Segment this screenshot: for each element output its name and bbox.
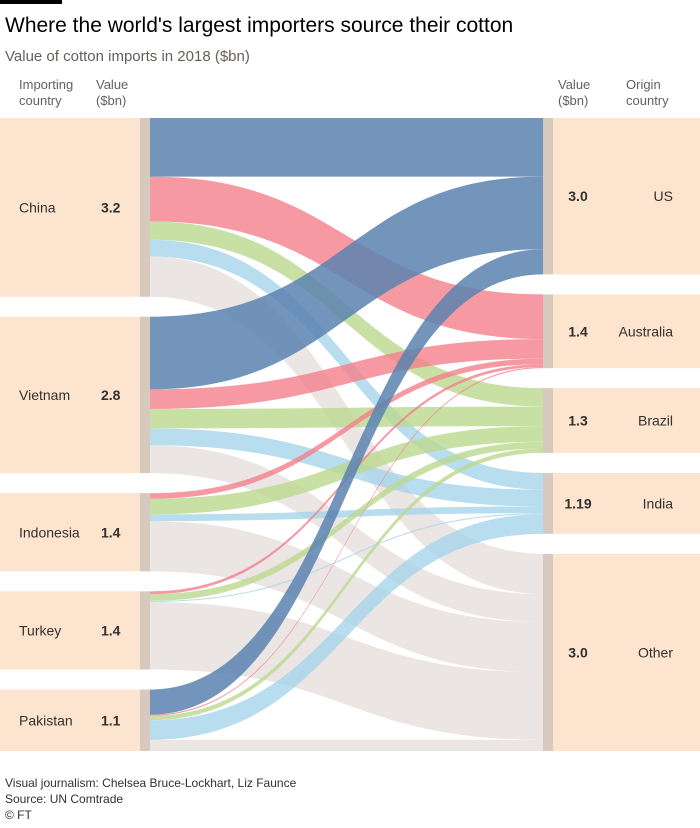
- target-band-us: [553, 118, 700, 275]
- source-band-china: [0, 118, 140, 297]
- source-name-vietnam: Vietnam: [19, 387, 70, 403]
- flow-china-to-us: [150, 118, 543, 177]
- flow-pakistan-to-australia: [150, 367, 543, 716]
- chart-subtitle: Value of cotton imports in 2018 ($bn): [5, 48, 250, 65]
- footer-source: Source: UN Comtrade: [5, 792, 124, 806]
- source-bar-pakistan: [140, 689, 150, 751]
- header-left-value-line2: ($bn): [96, 93, 127, 108]
- source-bar-vietnam: [140, 316, 150, 474]
- node-bars: [140, 118, 553, 751]
- target-name-other: Other: [638, 644, 673, 660]
- flow-indonesia-to-india: [150, 506, 543, 522]
- node-labels: China 3.2 Vietnam 2.8 Indonesia 1.4 Turkey 1.4 P…: [19, 188, 673, 728]
- top-rule: [0, 0, 62, 4]
- flow-turkey-to-other: [150, 601, 543, 740]
- header-importing-country: Importing country: [19, 77, 73, 109]
- header-left-value: Value ($bn): [96, 77, 128, 109]
- source-band-pakistan: [0, 689, 140, 751]
- header-origin-country-line2: country: [626, 93, 669, 108]
- flow-pakistan-to-other: [150, 739, 543, 751]
- target-bar-india: [543, 472, 553, 534]
- source-name-pakistan: Pakistan: [19, 712, 73, 728]
- target-value-india: 1.19: [564, 495, 591, 511]
- target-name-australia: Australia: [619, 323, 674, 339]
- target-value-brazil: 1.3: [568, 413, 588, 429]
- target-name-brazil: Brazil: [638, 413, 673, 429]
- flow-indonesia-to-australia: [150, 358, 543, 499]
- source-value-vietnam: 2.8: [101, 387, 121, 403]
- footer-copyright: © FT: [5, 808, 32, 822]
- header-importing-country-line1: Importing: [19, 77, 74, 92]
- target-value-other: 3.0: [568, 644, 588, 660]
- source-name-china: China: [19, 199, 56, 215]
- header-right-value-line1: Value: [558, 77, 591, 92]
- header-right-value: Value ($bn): [558, 77, 590, 109]
- source-band-vietnam: [0, 316, 140, 474]
- target-band-australia: [553, 294, 700, 369]
- target-band-brazil: [553, 388, 700, 453]
- source-bar-turkey: [140, 591, 150, 670]
- flow-vietnam-to-other: [150, 445, 543, 622]
- footer: Visual journalism: Chelsea Bruce-Lockhar…: [5, 775, 296, 823]
- target-bar-brazil: [543, 388, 553, 453]
- target-band-india: [553, 472, 700, 534]
- flow-indonesia-to-other: [150, 521, 543, 673]
- header-left-value-line1: Value: [96, 77, 129, 92]
- flow-turkey-to-india: [150, 513, 543, 602]
- chart-title: Where the world's largest importers sour…: [5, 14, 514, 37]
- target-value-us: 3.0: [568, 188, 588, 204]
- source-value-pakistan: 1.1: [101, 712, 121, 728]
- source-band-turkey: [0, 591, 140, 670]
- header-right-value-line2: ($bn): [558, 93, 589, 108]
- target-bar-other: [543, 553, 553, 751]
- source-value-indonesia: 1.4: [101, 524, 121, 540]
- target-name-india: India: [643, 495, 674, 511]
- node-bands: [0, 118, 700, 751]
- flow-vietnam-to-us: [150, 176, 543, 390]
- source-band-indonesia: [0, 493, 140, 572]
- flow-links: [150, 118, 543, 751]
- target-name-us: US: [654, 188, 673, 204]
- target-value-australia: 1.4: [568, 323, 588, 339]
- source-bar-indonesia: [140, 493, 150, 572]
- flow-pakistan-to-us: [150, 249, 543, 715]
- flow-pakistan-to-india: [150, 514, 543, 740]
- source-name-turkey: Turkey: [19, 622, 61, 638]
- flow-vietnam-to-australia: [150, 339, 543, 409]
- source-name-indonesia: Indonesia: [19, 524, 80, 540]
- source-value-turkey: 1.4: [101, 622, 121, 638]
- header-origin-country-line1: Origin: [626, 77, 661, 92]
- target-bar-us: [543, 118, 553, 275]
- target-band-other: [553, 553, 700, 751]
- target-bar-australia: [543, 294, 553, 369]
- flow-turkey-to-brazil: [150, 441, 543, 601]
- flow-pakistan-to-brazil: [150, 448, 543, 721]
- footer-credit: Visual journalism: Chelsea Bruce-Lockhar…: [5, 776, 297, 790]
- header-importing-country-line2: country: [19, 93, 62, 108]
- flow-vietnam-to-brazil: [150, 406, 543, 429]
- source-bar-china: [140, 118, 150, 297]
- source-value-china: 3.2: [101, 199, 121, 215]
- header-origin-country: Origin country: [626, 77, 669, 109]
